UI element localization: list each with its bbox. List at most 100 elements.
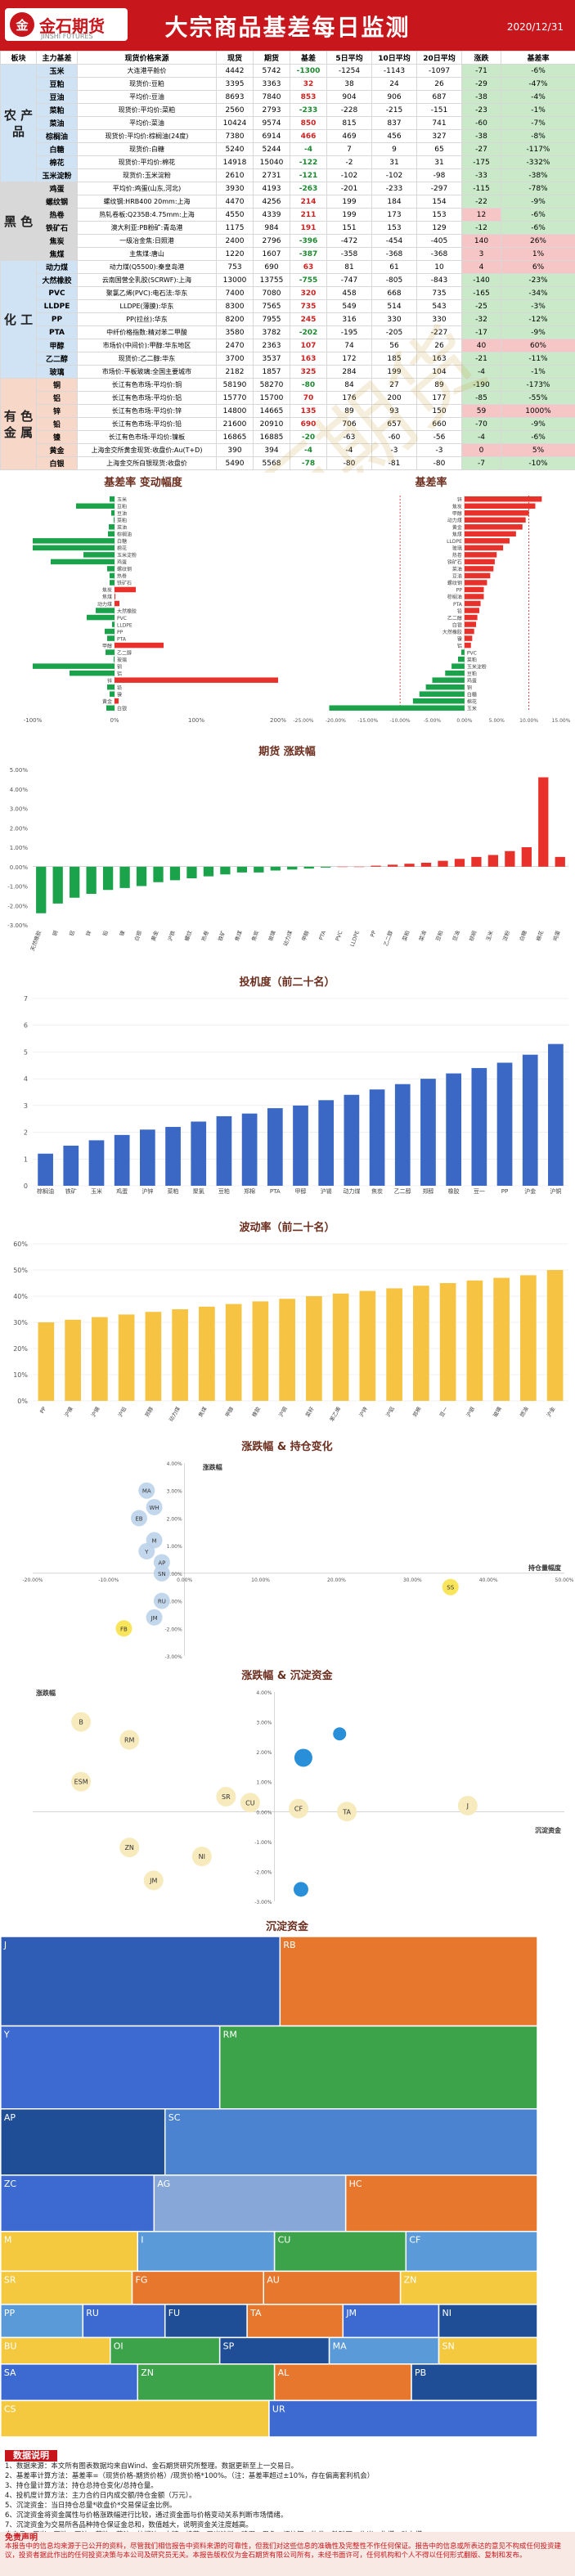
- table-row: 豆粕 现货价:豆粕 3395 3363 32 38 24 26 -29 -47%: [1, 77, 575, 91]
- table-cell: 20910: [253, 417, 290, 431]
- x-tick: 甲醇: [295, 1187, 307, 1195]
- table-cell: 菜油: [36, 116, 78, 130]
- logo-icon: 金: [10, 12, 34, 37]
- treemap-tile: [0, 2108, 166, 2176]
- category-label: 甲醇: [452, 510, 462, 517]
- bar: [65, 1319, 81, 1401]
- category-label: PP: [456, 588, 463, 594]
- table-cell: 14665: [253, 404, 290, 418]
- table-cell: 1220: [216, 247, 254, 261]
- bar: [548, 1043, 564, 1186]
- bar: [464, 628, 474, 635]
- x-tick: 甲醇: [300, 929, 311, 942]
- x-tick: 棕榈: [467, 930, 478, 942]
- table-cell: -332%: [501, 155, 575, 169]
- treemap-tile: [246, 2304, 344, 2339]
- x-tick: 焦炭: [249, 929, 260, 942]
- tile-label: ZN: [404, 2274, 417, 2285]
- table-cell: 735: [290, 299, 327, 313]
- table-cell: 458: [326, 286, 372, 300]
- treemap-tile: [0, 2174, 155, 2233]
- table-header-row: 板块 主力基差 现货价格来源 现货 期货 基差 5日平均 10日平均 20日平均 涨跌 基差率: [0, 51, 575, 65]
- tile-label: NI: [442, 2308, 451, 2318]
- point: [119, 1730, 140, 1750]
- treemap-tile: [110, 2336, 221, 2365]
- table-cell: -23: [461, 103, 501, 117]
- tile-label: Y: [3, 2029, 10, 2040]
- table-cell: -173%: [501, 378, 575, 392]
- x-tick: 焦炭: [371, 1187, 383, 1195]
- category-label: PTA: [117, 636, 127, 642]
- table-cell: 89: [416, 378, 462, 392]
- category-label: 铅: [117, 684, 122, 691]
- category-label: PVC: [467, 650, 477, 656]
- x-tick: 豆粕: [433, 930, 444, 942]
- point-label: JM: [149, 1877, 157, 1884]
- table-cell: 741: [416, 116, 462, 130]
- table-cell: 26: [416, 77, 462, 91]
- table-cell: -9%: [501, 325, 575, 339]
- x-tick: 沪银: [465, 1405, 477, 1418]
- note-line: 1、数据来源：本文所有图表数据均来自Wind、金石期货研究所整理。数据更新至上一…: [5, 2462, 299, 2471]
- table-cell: -263: [290, 182, 327, 195]
- table-cell: 长江有色市场:平均价:铜: [77, 378, 217, 392]
- note-line: 5、沉淀资金：当日持仓总量*收盘价*交易保证金比例。: [5, 2502, 177, 2510]
- table-cell: 白糖: [36, 142, 78, 156]
- category-label: 动力煤: [447, 518, 462, 524]
- table-cell: 176: [326, 391, 372, 405]
- bar: [107, 566, 115, 572]
- table-row: 甲醇 市场价(中间价):甲醇:华东地区 2470 2363 107 74 56 26 40 60%: [1, 339, 575, 352]
- table-row: PVC 聚氯乙烯(PVC):电石法:华东 7400 7080 320 458 668 735-…: [1, 286, 575, 300]
- table-cell: -4: [290, 142, 327, 156]
- table-cell: -1300: [290, 64, 327, 78]
- table-cell: 56: [371, 339, 417, 352]
- bar: [464, 538, 510, 544]
- bar: [359, 1290, 376, 1401]
- table-cell: 1000%: [501, 404, 575, 418]
- table-cell: 153: [416, 208, 462, 222]
- x-tick: 菜籽: [303, 1405, 316, 1418]
- table-cell: 5240: [216, 142, 254, 156]
- bar: [105, 628, 115, 635]
- bar: [332, 1293, 349, 1401]
- treemap-tile: [0, 2363, 138, 2402]
- table-cell: 大连港平舱价: [77, 64, 217, 78]
- y-tick: 2.00%: [256, 1750, 272, 1756]
- x-tick: 淀粉: [501, 929, 511, 942]
- note-line: 7、沉淀资金为交易所各品种持仓保证金总和，数值越大，说明资金关注度越高。: [5, 2521, 253, 2529]
- table-cell: 16865: [216, 430, 254, 444]
- table-cell: PP(拉丝):华东: [77, 312, 217, 326]
- treemap-tile: [0, 2230, 138, 2273]
- table-cell: -1%: [501, 365, 575, 379]
- futures-change-chart: 期货 涨跌幅 5.00% 4.00% 3.00% 2.00% 1.00% 0.00% -1.0…: [7, 745, 568, 952]
- table-cell: 3537: [253, 352, 290, 366]
- y-tick: 0.00%: [10, 864, 29, 871]
- table-cell: 753: [216, 260, 254, 274]
- disclaimer-text: 本报告中的信息均来源于已公开的资料，尽管我们相信报告中资料来源的可靠性，但我们对…: [5, 2542, 562, 2560]
- tick-label: -100%: [24, 717, 43, 724]
- point: [153, 1564, 170, 1582]
- category-label: 黄金: [452, 524, 462, 531]
- table-cell: 现货价:平均价:棕榈油(24度): [77, 129, 217, 143]
- table-cell: 平均价:鸡蛋(山东,河北): [77, 182, 217, 195]
- bar: [270, 866, 281, 871]
- bar: [404, 864, 415, 867]
- table-cell: -80: [326, 456, 372, 470]
- table-cell: 8200: [216, 312, 254, 326]
- y-tick: 6: [24, 1022, 28, 1030]
- table-cell: -70: [461, 417, 501, 431]
- x-tick: 白糖: [518, 929, 528, 942]
- chart-title: 涨跌幅 & 持仓变化: [240, 1440, 332, 1453]
- table-cell: 14918: [216, 155, 254, 169]
- table-cell: 14800: [216, 404, 254, 418]
- bar: [464, 642, 471, 648]
- table-cell: 58270: [253, 378, 290, 392]
- table-cell: -755: [290, 273, 327, 287]
- table-cell: 豆粕: [36, 77, 78, 91]
- x-tick: 热卷: [200, 929, 210, 942]
- y-tick: -2.00%: [254, 1869, 272, 1875]
- table-cell: 660: [416, 417, 462, 431]
- table-cell: 320: [290, 286, 327, 300]
- bar: [153, 866, 164, 882]
- sector-cell: 有 色 金 属: [0, 378, 37, 470]
